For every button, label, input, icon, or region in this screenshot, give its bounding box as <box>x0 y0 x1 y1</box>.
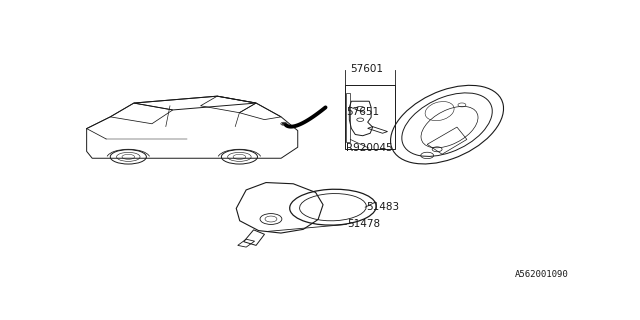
Bar <box>346 92 350 142</box>
Text: R920045: R920045 <box>346 143 393 153</box>
Text: 51478: 51478 <box>348 220 380 229</box>
Text: A562001090: A562001090 <box>515 270 568 279</box>
Text: 57651: 57651 <box>346 107 380 117</box>
Bar <box>346 85 395 149</box>
Text: 51483: 51483 <box>366 202 399 212</box>
Text: 57601: 57601 <box>350 64 383 74</box>
Circle shape <box>282 123 285 124</box>
